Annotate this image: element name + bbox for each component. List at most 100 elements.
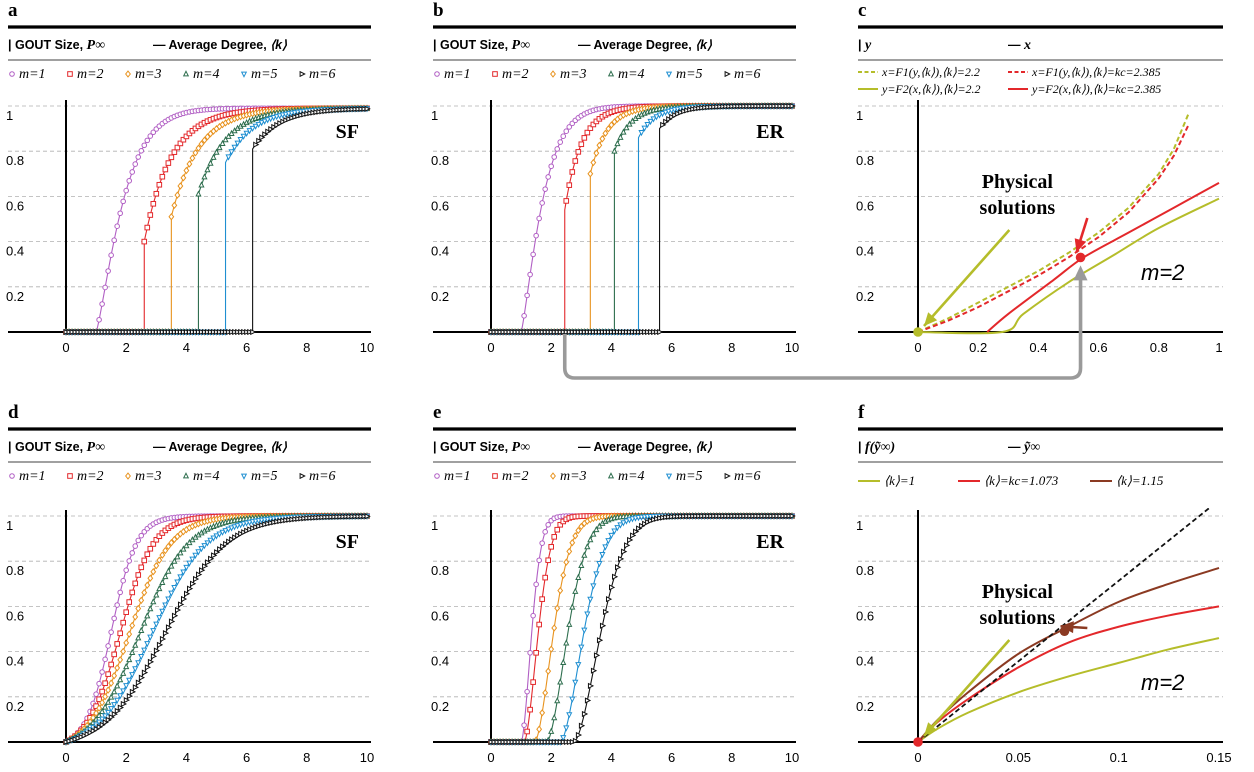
marker-circle [536, 557, 542, 564]
marker-diamond [150, 567, 157, 576]
marker-triangle-right [328, 513, 335, 521]
marker-triangle-right [783, 512, 790, 520]
x-tick-label: 0 [914, 750, 921, 765]
marker-triangle-up [222, 136, 229, 143]
annotation-line-2: solutions [980, 607, 1056, 629]
panel-d: d0.20.40.60.810 2 4 6 8 10| GOUT Size, P∞ — Av… [6, 402, 374, 765]
marker-square [141, 557, 148, 564]
marker-circle [539, 200, 545, 206]
marker-triangle-right [250, 328, 257, 336]
marker-triangle-right [111, 328, 118, 336]
x-axis-label-symbol: ⟨k⟩ [695, 38, 713, 52]
network-label: SF [336, 121, 359, 143]
y-tick-label: 0.4 [6, 654, 24, 669]
marker-triangle-down [590, 583, 597, 590]
x-tick-label: 8 [728, 750, 735, 765]
y-axis-label: | GOUT Size, P∞ [433, 440, 530, 455]
marker-triangle-right [232, 534, 239, 541]
marker-circle [135, 537, 142, 544]
marker-diamond [180, 174, 187, 182]
x-tick-label: 4 [183, 340, 190, 355]
y-axis-label-bar: | [858, 38, 865, 52]
marker-square [67, 71, 73, 77]
marker-triangle-right [322, 107, 329, 115]
y-axis-label-text: f(ỹ∞) [865, 440, 895, 455]
x-tick-label: 0.2 [969, 340, 987, 355]
y-tick-label: 0.8 [431, 153, 449, 168]
marker-triangle-right [147, 328, 155, 336]
marker-circle [557, 139, 564, 145]
marker-triangle-right [687, 512, 694, 520]
y-axis-label-text: GOUT Size, [440, 38, 512, 52]
marker-triangle-right [283, 117, 290, 124]
marker-circle [132, 161, 139, 167]
marker-triangle-up [587, 536, 594, 543]
marker-triangle-right [268, 126, 275, 133]
marker-triangle-right [84, 731, 91, 738]
marker-triangle-right [756, 102, 763, 110]
marker-triangle-right [569, 328, 577, 336]
marker-triangle-right [651, 328, 658, 336]
marker-triangle-right [229, 328, 236, 336]
marker-triangle-up [213, 148, 220, 155]
marker-triangle-right [253, 141, 260, 148]
marker-triangle-right [557, 738, 565, 746]
marker-square [171, 149, 178, 155]
marker-square [492, 71, 498, 77]
legend-entry: x=F1(y,⟨k⟩),⟨k⟩=kc=2.385 [1031, 65, 1161, 79]
marker-triangle-right [156, 328, 164, 336]
marker-triangle-up [126, 655, 133, 663]
marker-triangle-down [605, 538, 612, 545]
marker-triangle-right [645, 518, 652, 526]
marker-triangle-up [581, 551, 588, 558]
marker-circle [545, 521, 551, 528]
marker-triangle-right [524, 738, 531, 746]
y-axis-label-bar: | [8, 440, 15, 454]
marker-triangle-down [207, 537, 214, 545]
m-label: m=2 [1141, 670, 1184, 695]
marker-triangle-down [659, 110, 666, 118]
marker-triangle-right [630, 328, 637, 336]
marker-square [587, 125, 594, 131]
marker-triangle-right [361, 513, 368, 520]
marker-triangle-up [204, 165, 211, 173]
marker-square [536, 621, 542, 628]
series-line [491, 105, 792, 333]
series-m=4 [487, 512, 796, 745]
marker-triangle-right [699, 512, 706, 520]
marker-triangle-right [162, 630, 170, 637]
marker-diamond [120, 647, 127, 656]
y-tick-label: 0.2 [856, 289, 874, 304]
series-m=6 [63, 105, 371, 336]
marker-triangle-right [581, 328, 589, 336]
legend-entry: m=1 [444, 469, 471, 484]
annotation-arrow-solution-head [1074, 238, 1087, 253]
x-axis-label: — x [1008, 38, 1031, 53]
legend-entry: m=5 [251, 67, 278, 82]
marker-triangle-right [211, 328, 218, 336]
marker-triangle-up [198, 181, 205, 188]
marker-triangle-right [316, 108, 323, 115]
marker-triangle-right [566, 738, 574, 746]
marker-triangle-right [584, 328, 592, 336]
marker-triangle-right [527, 328, 534, 336]
legend-entry: m=1 [19, 67, 46, 82]
marker-triangle-right [81, 328, 88, 336]
x-tick-label: 0.8 [1150, 340, 1168, 355]
marker-triangle-right [177, 328, 185, 336]
y-tick-label: 1 [431, 518, 438, 533]
solution-point [1059, 626, 1070, 637]
marker-triangle-right [90, 727, 97, 734]
marker-triangle-right [93, 725, 100, 733]
marker-triangle-right [298, 515, 305, 522]
marker-triangle-right [735, 512, 742, 520]
annotation-arrow-origin-head [924, 312, 938, 326]
marker-square [129, 589, 136, 596]
marker-square [102, 680, 108, 687]
series-m=3 [488, 102, 795, 336]
marker-square [162, 166, 169, 173]
marker-diamond [165, 542, 172, 551]
x-tick-label: 0.6 [1090, 340, 1108, 355]
marker-diamond [195, 144, 202, 152]
marker-triangle-right [63, 738, 70, 746]
